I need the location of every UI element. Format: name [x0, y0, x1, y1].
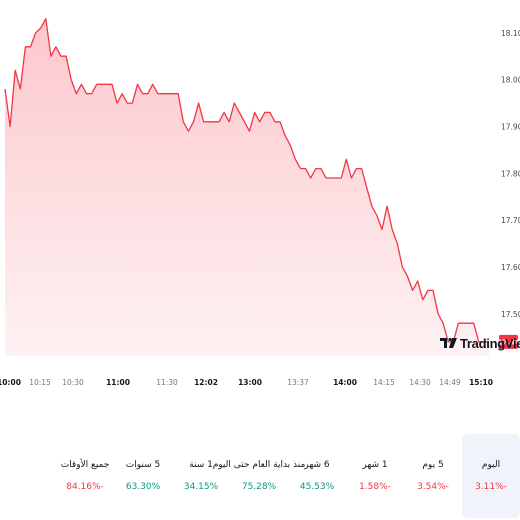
price-chart-svg[interactable]: 17.50 17.60 17.70 17.80 17.90 18.00 18.10 10:0… [0, 0, 520, 390]
price-area-fill [5, 18, 489, 356]
performance-period-label: اليوم [481, 460, 501, 470]
time-axis[interactable]: 10:00 10:15 10:30 11:00 11:30 12:02 13:00 13:37… [0, 378, 493, 387]
time-axis-tick-label: 13:00 [238, 378, 262, 387]
watermark-text: TradingView [460, 335, 520, 351]
performance-period-label: منذ بداية العام حتى اليوم [212, 460, 306, 470]
price-axis-tick-label: 18.10 [501, 29, 520, 38]
performance-period-label: 5 يوم [422, 460, 444, 470]
tradingview-logo-icon [440, 338, 457, 348]
price-axis[interactable]: 17.50 17.60 17.70 17.80 17.90 18.00 18.10 [501, 29, 520, 319]
performance-period-value: 75.28% [241, 482, 277, 492]
last-price-label-box [499, 334, 518, 349]
performance-period-7[interactable]: جميع الأوقات 84.16%- [56, 434, 114, 518]
performance-period-4[interactable]: منذ بداية العام حتى اليوم 75.28% [213, 434, 306, 518]
performance-period-label: 1 سنة [189, 460, 213, 470]
performance-period-2[interactable]: 1 شهر 1.58%- [346, 434, 404, 518]
tradingview-watermark: TradingView [440, 334, 520, 352]
price-line [4, 18, 489, 343]
performance-period-value: 1.58%- [359, 482, 391, 492]
price-axis-tick-label: 18.00 [501, 76, 520, 85]
time-axis-tick-label: 14:00 [333, 378, 357, 387]
performance-period-label: جميع الأوقات [60, 460, 110, 470]
price-axis-tick-label: 17.60 [501, 263, 520, 272]
performance-period-value: 45.53% [299, 482, 335, 492]
performance-period-value: 84.16%- [66, 482, 104, 492]
time-axis-tick-label: 11:00 [106, 378, 130, 387]
performance-period-value: 34.15% [183, 482, 219, 492]
price-axis-tick-label: 17.90 [501, 123, 520, 132]
performance-period-3[interactable]: 6 شهر 45.53% [288, 434, 346, 518]
time-axis-tick-label: 12:02 [194, 378, 218, 387]
performance-period-5[interactable]: 1 سنة 34.15% [172, 434, 230, 518]
time-axis-tick-label: 15:10 [469, 378, 493, 387]
time-axis-tick-label: 10:00 [0, 378, 21, 387]
last-price-label: 17.44 [497, 334, 520, 349]
price-axis-tick-label: 17.70 [501, 216, 520, 225]
time-axis-tick-label: 14:15 [373, 378, 395, 387]
price-axis-tick-label: 17.80 [501, 169, 520, 178]
last-price-label-text: 17.44 [497, 338, 519, 346]
time-axis-tick-label: 14:30 [409, 378, 431, 387]
performance-period-label: 6 شهر [304, 460, 330, 470]
performance-period-value: 3.11%- [475, 482, 507, 492]
time-axis-tick-label: 11:30 [156, 378, 178, 387]
performance-period-value: 63.30% [125, 482, 161, 492]
performance-period-label: 5 سنوات [125, 460, 161, 470]
performance-period-1[interactable]: 5 يوم 3.54%- [404, 434, 462, 518]
performance-period-0[interactable]: اليوم 3.11%- [462, 434, 520, 518]
time-axis-tick-label: 10:30 [62, 378, 84, 387]
performance-period-label: 1 شهر [362, 460, 388, 470]
performance-period-value: 3.54%- [417, 482, 449, 492]
price-chart[interactable]: 17.50 17.60 17.70 17.80 17.90 18.00 18.10 10:0… [0, 0, 520, 390]
price-axis-tick-label: 17.50 [501, 310, 520, 319]
time-axis-tick-label: 10:15 [29, 378, 51, 387]
time-axis-tick-label: 13:37 [287, 378, 309, 387]
time-axis-tick-label: 14:49 [439, 378, 461, 387]
performance-period-6[interactable]: 5 سنوات 63.30% [114, 434, 172, 518]
performance-bar: اليوم 3.11%- 5 يوم 3.54%- 1 شهر 1.58%- 6 شهر 45… [0, 434, 520, 518]
